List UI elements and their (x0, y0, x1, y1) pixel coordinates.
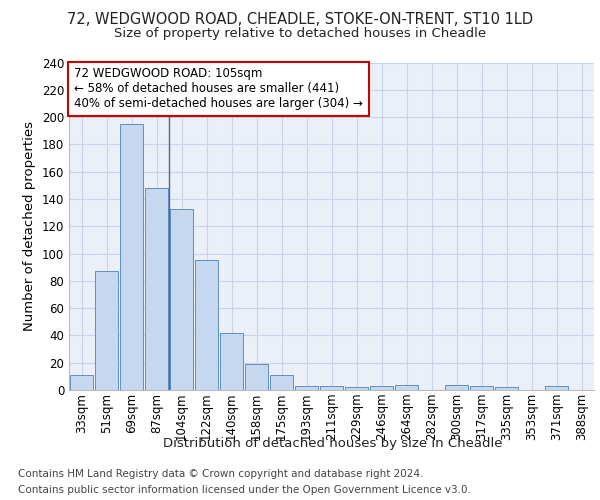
Bar (120, 124, 143, 390)
Bar (395, 384, 418, 390)
Bar (70, 375, 93, 390)
Bar (220, 332, 243, 390)
Bar (345, 388, 368, 390)
Text: 72 WEDGWOOD ROAD: 105sqm
← 58% of detached houses are smaller (441)
40% of semi-: 72 WEDGWOOD ROAD: 105sqm ← 58% of detach… (74, 68, 363, 110)
Bar (170, 208, 193, 390)
Bar (370, 386, 393, 390)
Bar (145, 188, 168, 390)
Bar (545, 386, 568, 390)
Bar (320, 386, 343, 390)
Text: Distribution of detached houses by size in Cheadle: Distribution of detached houses by size … (163, 438, 503, 450)
Bar (245, 364, 268, 390)
Bar (270, 375, 293, 390)
Bar (295, 386, 318, 390)
Bar (495, 388, 518, 390)
Text: Contains public sector information licensed under the Open Government Licence v3: Contains public sector information licen… (18, 485, 471, 495)
Bar (445, 384, 468, 390)
Bar (195, 260, 218, 390)
Bar (470, 386, 493, 390)
Y-axis label: Number of detached properties: Number of detached properties (23, 121, 36, 331)
Text: Size of property relative to detached houses in Cheadle: Size of property relative to detached ho… (114, 28, 486, 40)
Text: 72, WEDGWOOD ROAD, CHEADLE, STOKE-ON-TRENT, ST10 1LD: 72, WEDGWOOD ROAD, CHEADLE, STOKE-ON-TRE… (67, 12, 533, 28)
Text: Contains HM Land Registry data © Crown copyright and database right 2024.: Contains HM Land Registry data © Crown c… (18, 469, 424, 479)
Bar (95, 272, 118, 390)
